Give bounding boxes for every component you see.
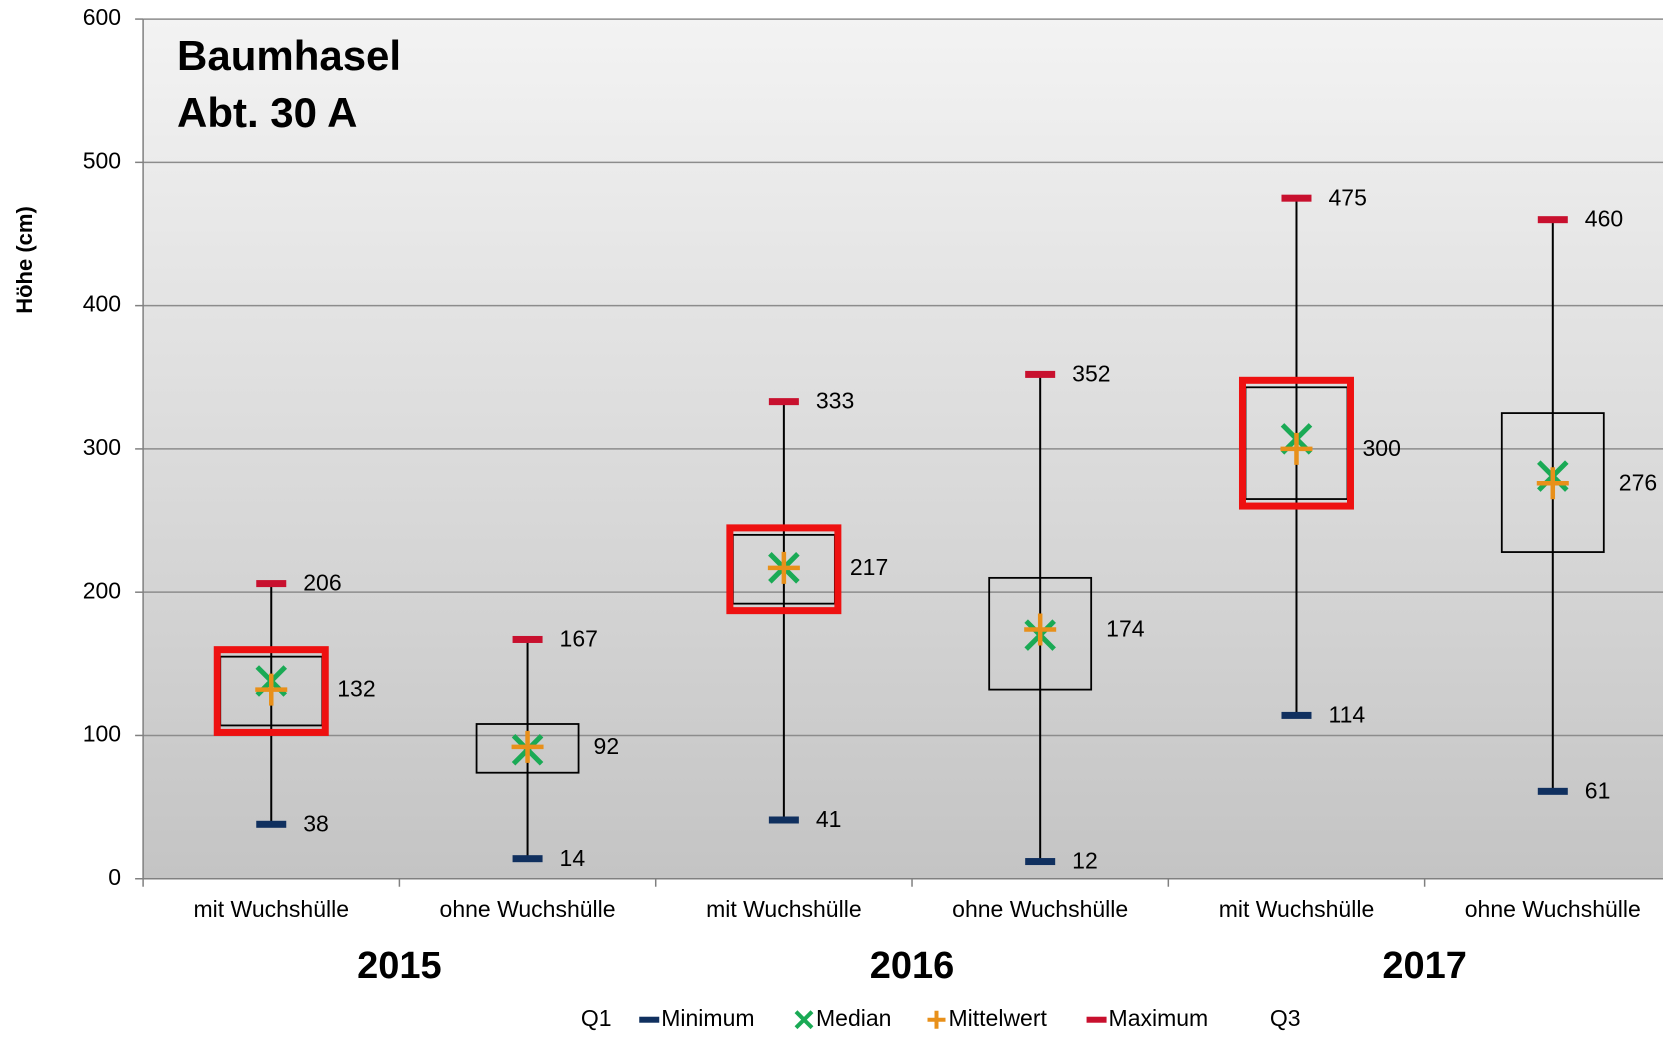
mean-marker — [255, 673, 288, 706]
box-group: 61 460 276 — [1500, 206, 1657, 803]
minimum-marker — [1537, 787, 1568, 795]
legend-marker — [794, 1010, 814, 1030]
value-label: 61 — [1585, 777, 1611, 803]
box-group: 14 167 92 — [475, 626, 620, 871]
maximum-marker — [1281, 194, 1312, 202]
legend-marker — [639, 1016, 660, 1023]
x-tick-label: mit Wuchshülle — [1219, 896, 1375, 922]
x-tick-label: ohne Wuchshülle — [440, 896, 616, 922]
y-tick-label: 200 — [83, 577, 121, 603]
legend-marker — [927, 1010, 946, 1029]
value-label: 352 — [1072, 360, 1110, 386]
x-tick-label: ohne Wuchshülle — [952, 896, 1128, 922]
highlight-frame — [213, 646, 329, 736]
value-label: 41 — [816, 806, 842, 832]
value-label: 174 — [1106, 616, 1145, 642]
value-label: 276 — [1619, 469, 1657, 495]
value-label: 132 — [337, 676, 375, 702]
legend-label: Maximum — [1109, 1005, 1209, 1031]
value-label: 460 — [1585, 206, 1623, 232]
value-label: 333 — [816, 388, 854, 414]
y-tick-label: 100 — [83, 721, 121, 747]
maximum-marker — [512, 635, 543, 643]
x-tick-label: mit Wuchshülle — [193, 896, 349, 922]
legend-label: Q1 — [581, 1005, 612, 1031]
chart-subtitle: Abt. 30 A — [177, 89, 357, 136]
value-label: 92 — [594, 733, 620, 759]
maximum-marker — [1537, 216, 1568, 224]
y-tick-label: 400 — [83, 291, 121, 317]
box — [988, 576, 1093, 691]
value-label: 38 — [303, 810, 329, 836]
value-label: 167 — [560, 626, 598, 652]
y-tick-label: 300 — [83, 434, 121, 460]
group-label: 2016 — [870, 945, 955, 987]
value-label: 114 — [1328, 701, 1365, 727]
maximum-marker — [256, 580, 287, 588]
box — [1500, 412, 1605, 553]
highlight-frame — [1238, 376, 1354, 510]
x-tick-label: mit Wuchshülle — [706, 896, 862, 922]
y-tick-label: 500 — [83, 147, 121, 173]
x-tick-label: ohne Wuchshülle — [1465, 896, 1641, 922]
box-group: 38 206 132 — [213, 570, 376, 836]
value-label: 300 — [1362, 435, 1400, 461]
box — [475, 723, 580, 774]
mean-marker — [1280, 432, 1313, 465]
mean-marker — [511, 730, 544, 763]
minimum-marker — [512, 855, 543, 863]
highlight-frame — [726, 524, 842, 615]
box-group: 12 352 174 — [988, 360, 1145, 874]
value-label: 14 — [560, 845, 586, 871]
legend-label: Q3 — [1270, 1005, 1301, 1031]
mean-marker — [1024, 613, 1057, 646]
mean-marker — [1536, 467, 1569, 500]
minimum-marker — [256, 820, 287, 828]
group-label: 2017 — [1382, 945, 1467, 987]
value-label: 475 — [1328, 184, 1366, 210]
y-tick-label: 600 — [83, 4, 121, 30]
minimum-marker — [1025, 858, 1056, 866]
y-axis-label: Höhe (cm) — [12, 206, 37, 314]
maximum-marker — [768, 398, 799, 406]
value-label: 12 — [1072, 848, 1098, 874]
box-group: 41 333 217 — [726, 388, 888, 832]
value-label: 217 — [850, 554, 888, 580]
chart-title: Baumhasel — [177, 32, 401, 79]
legend-marker — [1086, 1016, 1107, 1023]
legend-label: Minimum — [661, 1005, 754, 1031]
plot-content: 38 206 132 14 167 92 41 333 217 12 352 174 114 475 300… — [143, 18, 1663, 874]
value-label: 206 — [303, 570, 341, 596]
minimum-marker — [768, 816, 799, 824]
y-tick-label: 0 — [108, 864, 121, 890]
legend-label: Median — [816, 1005, 891, 1031]
box-group: 114 475 300 — [1238, 184, 1401, 727]
mean-marker — [767, 551, 800, 584]
maximum-marker — [1025, 370, 1056, 378]
legend-label: Mittelwert — [949, 1005, 1048, 1031]
group-label: 2015 — [357, 945, 442, 987]
minimum-marker — [1281, 711, 1312, 719]
